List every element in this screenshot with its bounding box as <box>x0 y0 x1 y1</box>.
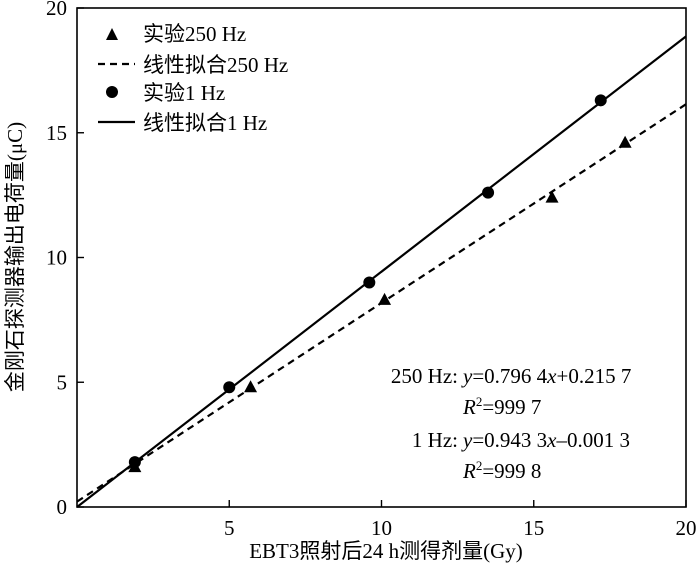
y-axis-title: 金刚石探测器输出电荷量(μC) <box>3 122 27 392</box>
x-axis-ticks: 5 10 15 20 <box>224 500 697 540</box>
annotation-250hz-r2: R2=999 7 <box>462 394 541 419</box>
y-tick-label: 0 <box>57 495 68 519</box>
y-tick-label: 15 <box>46 121 67 145</box>
legend-item-fit-250: 线性拟合250 Hz <box>98 53 288 77</box>
data-point-250hz <box>618 135 632 148</box>
circle-marker-icon <box>106 86 118 98</box>
data-point-1hz <box>128 456 141 469</box>
legend: 实验250 Hz 线性拟合250 Hz 实验1 Hz 线性拟合1 Hz <box>98 22 288 135</box>
x-tick-label: 10 <box>371 516 392 540</box>
legend-item-fit-1: 线性拟合1 Hz <box>98 111 267 135</box>
y-tick-label: 10 <box>46 246 67 270</box>
x-tick-label: 20 <box>676 516 697 540</box>
data-markers <box>128 94 632 473</box>
triangle-marker-icon <box>106 28 118 40</box>
legend-item-exp-1: 实验1 Hz <box>106 81 225 105</box>
annotation-250hz-fit: y=0.796 4x+0.215 7 <box>461 364 631 388</box>
annotation-1hz-r2: R2=999 8 <box>462 458 541 483</box>
legend-item-exp-250: 实验250 Hz <box>106 22 246 46</box>
data-point-1hz <box>482 186 495 199</box>
data-point-250hz <box>545 190 559 203</box>
data-point-1hz <box>363 276 376 289</box>
legend-label-exp-1: 实验1 Hz <box>143 81 225 105</box>
data-point-250hz <box>378 292 392 305</box>
x-axis-title: EBT3照射后24 h测得剂量(Gy) <box>249 539 523 563</box>
x-tick-label: 15 <box>523 516 544 540</box>
data-point-1hz <box>223 381 236 394</box>
y-tick-label: 5 <box>57 370 68 394</box>
data-point-250hz <box>244 380 258 393</box>
annotation-1hz: 1 Hz: y=0.943 3x–0.001 3 R2=999 8 <box>412 428 630 483</box>
legend-label-fit-1: 线性拟合1 Hz <box>143 111 267 135</box>
annotation-250hz-equation: 250 Hz: <box>391 364 458 388</box>
legend-label-fit-250: 线性拟合250 Hz <box>143 53 288 77</box>
data-point-1hz <box>594 94 607 107</box>
fit-line-1hz <box>76 35 687 508</box>
legend-label-exp-250: 实验250 Hz <box>143 22 246 46</box>
annotation-1hz-equation: 1 Hz: <box>412 428 458 452</box>
x-tick-label: 5 <box>224 516 235 540</box>
y-axis-ticks: 0 5 10 15 20 <box>46 0 84 519</box>
annotation-250hz: 250 Hz: y=0.796 4x+0.215 7 R2=999 7 <box>391 364 631 419</box>
annotation-1hz-fit: y=0.943 3x–0.001 3 <box>461 428 630 452</box>
y-tick-label: 20 <box>46 0 67 20</box>
